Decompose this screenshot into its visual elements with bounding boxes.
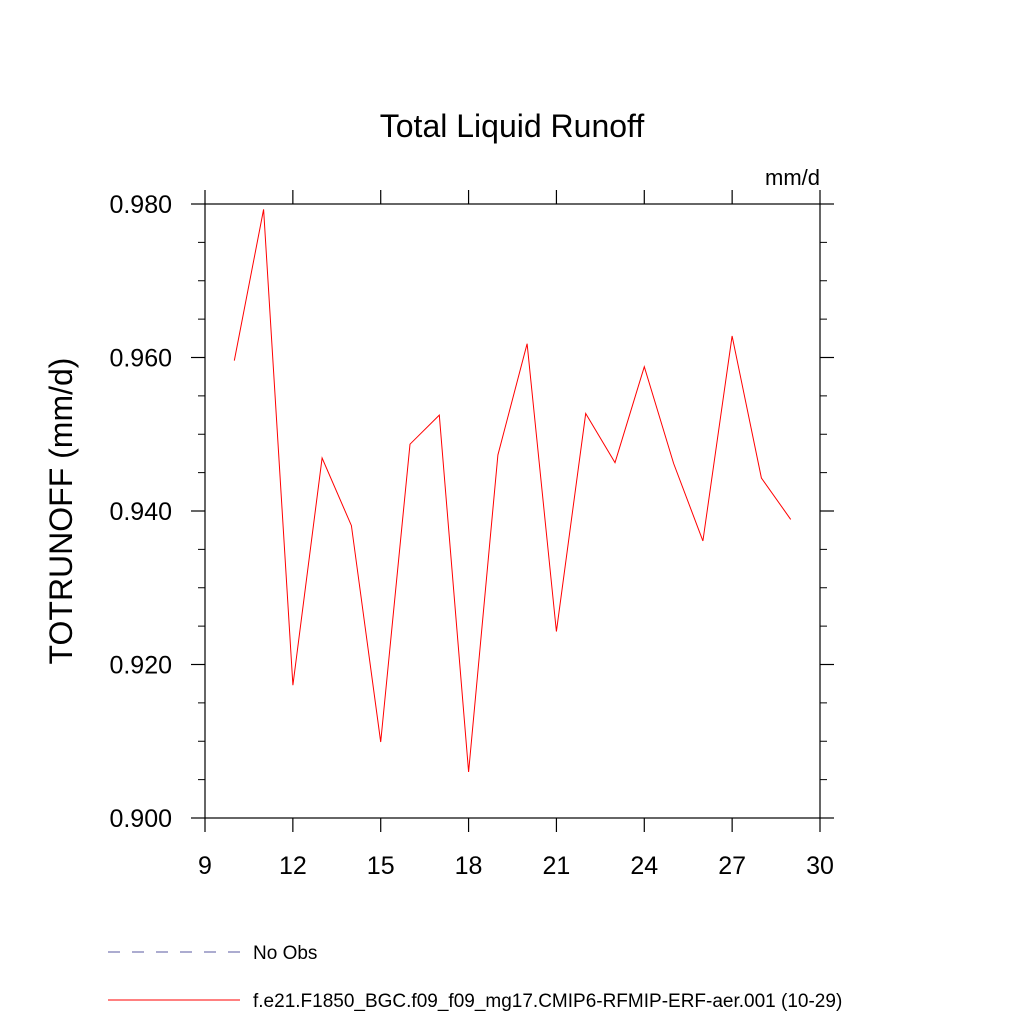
x-tick-label: 18 — [455, 852, 483, 880]
y-tick-label: 0.940 — [109, 498, 172, 526]
series-line — [233, 209, 792, 772]
x-tick-label: 15 — [367, 852, 395, 880]
units-label: mm/d — [765, 165, 820, 190]
y-axis-label: TOTRUNOFF (mm/d) — [43, 358, 79, 665]
y-tick-label: 0.900 — [109, 805, 172, 833]
legend-label: No Obs — [253, 943, 317, 964]
legend: No Obs f.e21.F1850_BGC.f09_f09_mg17.CMIP6… — [108, 943, 842, 1012]
y-tick-label: 0.920 — [109, 652, 172, 680]
axis-ticks — [191, 190, 834, 832]
series-layer — [233, 209, 792, 772]
chart-title: Total Liquid Runoff — [380, 108, 645, 144]
plot-frame — [204, 203, 821, 819]
x-tick-label: 30 — [806, 852, 834, 880]
y-tick-label: 0.980 — [109, 191, 172, 219]
x-tick-label: 12 — [279, 852, 307, 880]
x-tick-label: 21 — [543, 852, 571, 880]
legend-label: f.e21.F1850_BGC.f09_f09_mg17.CMIP6-RFMIP… — [253, 991, 842, 1012]
x-tick-label: 27 — [718, 852, 746, 880]
axis-tick-labels: 9 12 15 18 21 24 27 30 0.900 0.920 0.940 0.960 0.980 — [109, 191, 833, 880]
x-tick-label: 9 — [198, 852, 212, 880]
y-tick-label: 0.960 — [109, 345, 172, 373]
x-tick-label: 24 — [630, 852, 658, 880]
